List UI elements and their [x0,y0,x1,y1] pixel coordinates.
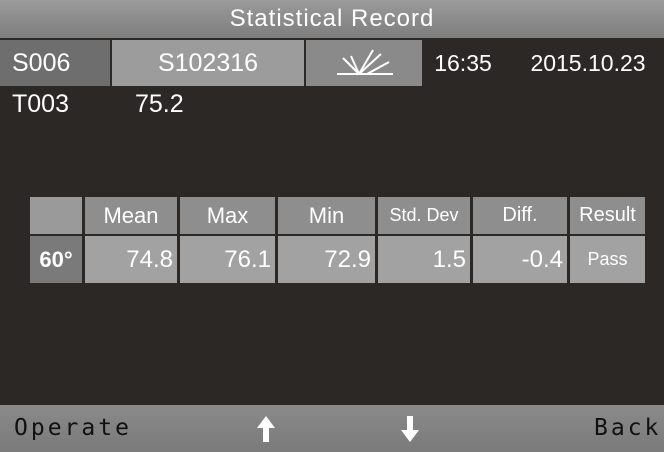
column-value: 76.1 [180,236,275,283]
column-header: Max [180,197,275,234]
column-value: -0.4 [473,236,567,283]
column-header: Std. Dev [378,197,470,234]
column-header: Result [570,197,645,234]
down-button[interactable] [400,414,420,444]
angle: 60° [30,236,82,283]
column-header: Diff. [473,197,567,234]
operate-button[interactable]: Operate [14,415,132,441]
column-value: 1.5 [378,236,470,283]
column-value: 72.9 [278,236,375,283]
back-button[interactable]: Back [594,415,662,441]
angle-icon [337,49,393,75]
column-header: Min [278,197,375,234]
column-header: Mean [85,197,177,234]
standard-id: S102316 [112,40,304,86]
title: Statistical Record [229,5,435,32]
test-id: T003 [12,90,69,118]
sample-id: S006 [0,40,110,86]
up-button[interactable] [256,414,276,444]
date: 2015.10.23 [530,49,646,76]
footer-bar: Operate Back [0,405,664,452]
column-value: 74.8 [85,236,177,283]
angle-header [30,197,82,234]
column-value: Pass [570,236,645,283]
title-bar: Statistical Record [0,0,664,38]
angle-icon-box [306,40,422,86]
time: 16:35 [434,49,492,76]
test-value: 75.2 [135,90,184,118]
